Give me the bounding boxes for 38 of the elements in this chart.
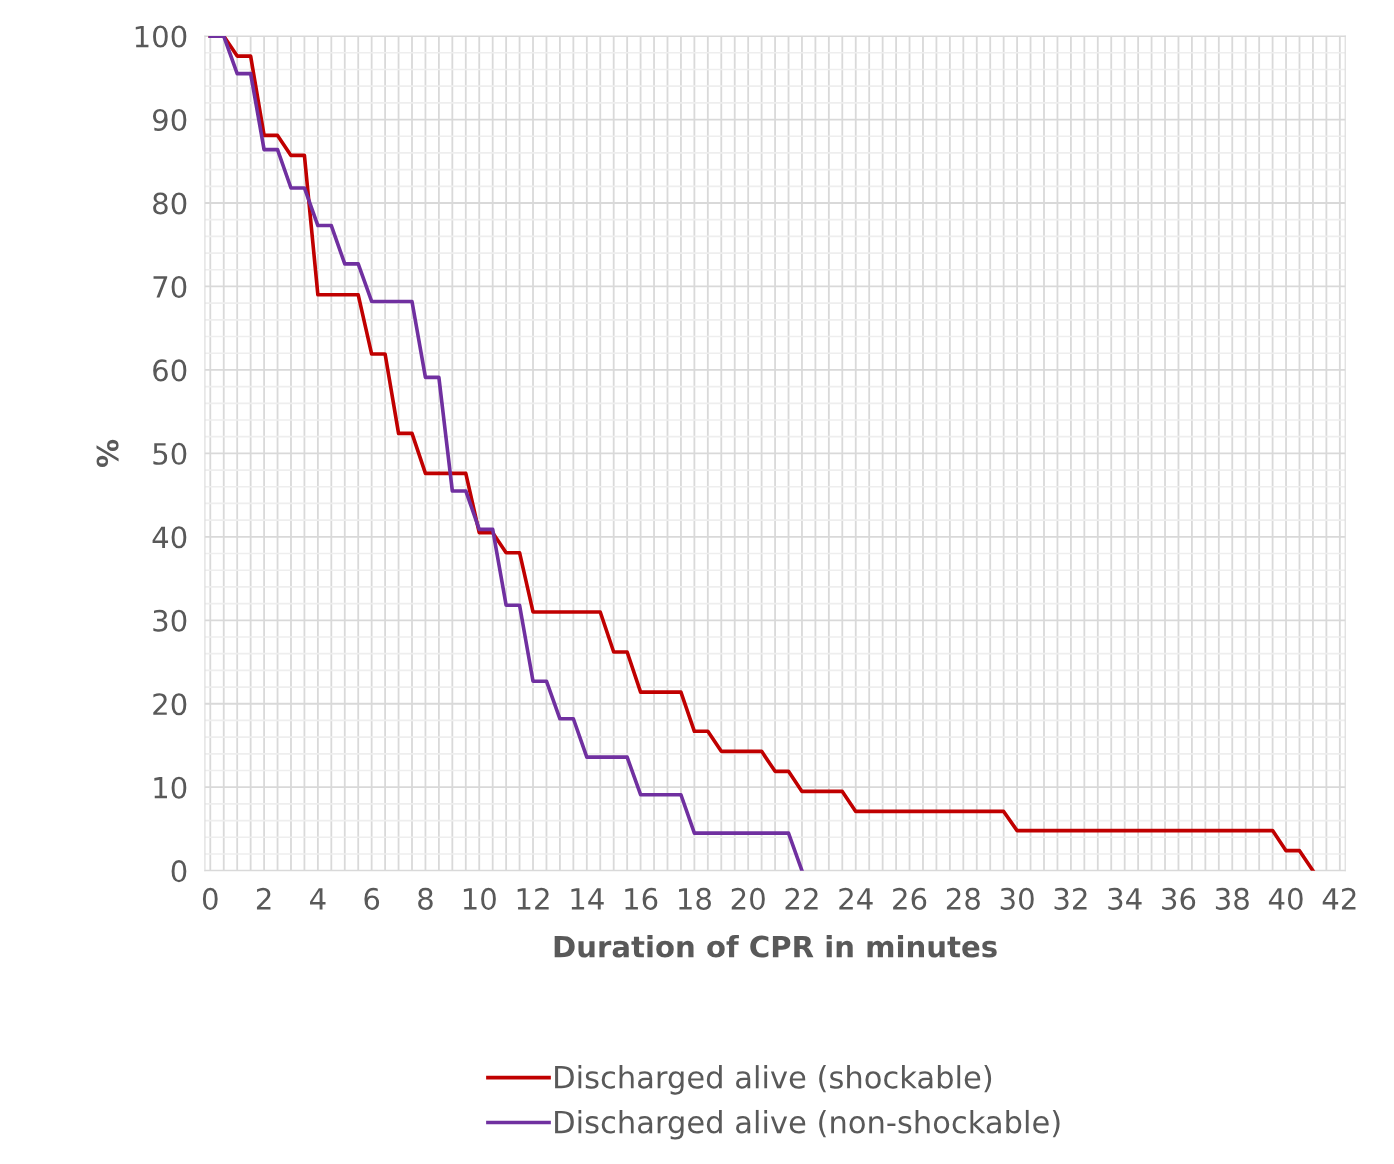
x-tick-label: 42 <box>1322 887 1356 910</box>
y-tick-label: 30 <box>153 609 187 632</box>
y-tick-label: 10 <box>154 776 187 799</box>
x-tick-label: 32 <box>1054 887 1087 910</box>
x-tick-label: 6 <box>364 887 380 910</box>
legend-label: Discharged alive (shockable) <box>555 1065 992 1095</box>
x-tick-label: 36 <box>1162 887 1196 910</box>
x-tick-label: 10 <box>463 887 496 910</box>
x-tick-label: 18 <box>679 887 711 910</box>
legend-label: Discharged alive (non-shockable) <box>555 1109 1060 1140</box>
x-tick-label: 4 <box>310 888 326 910</box>
x-tick-label: 8 <box>418 887 433 910</box>
line-series <box>208 36 804 871</box>
y-tick-label: 90 <box>152 108 187 132</box>
x-tick-label: 34 <box>1108 887 1142 910</box>
x-tick-label: 2 <box>256 887 271 910</box>
x-tick-label: 40 <box>1268 887 1303 910</box>
x-axis-title: Duration of CPR in minutes <box>554 935 997 958</box>
x-tick-label: 28 <box>946 887 980 910</box>
x-tick-label: 22 <box>785 887 818 910</box>
x-tick-label: 12 <box>517 887 549 910</box>
y-tick-label: 70 <box>153 275 187 298</box>
y-tick-label: 60 <box>153 359 187 382</box>
x-tick-label: 20 <box>731 887 765 910</box>
x-tick-label: 38 <box>1215 887 1249 910</box>
y-tick-label: 80 <box>153 192 187 215</box>
x-tick-label: 0 <box>202 887 218 910</box>
y-axis-title: % <box>96 439 119 468</box>
x-tick-label: 24 <box>839 887 873 910</box>
y-tick-label: 20 <box>153 693 187 716</box>
x-tick-label: 30 <box>1000 887 1034 910</box>
y-tick-label: 100 <box>135 25 187 48</box>
y-tick-label: 50 <box>153 442 187 465</box>
y-tick-label: 0 <box>171 860 187 883</box>
x-tick-label: 16 <box>625 887 658 910</box>
x-tick-label: 26 <box>893 887 927 910</box>
x-tick-label: 14 <box>571 888 604 910</box>
y-tick-label: 40 <box>152 526 187 549</box>
